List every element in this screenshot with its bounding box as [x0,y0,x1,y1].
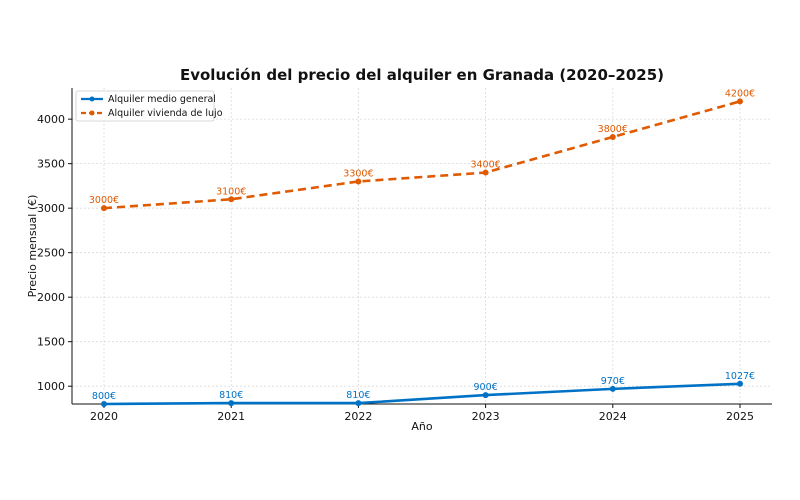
x-tick-label: 2022 [344,410,372,423]
series-alquiler-medio: 800€ 810€ 810€ 900€ 970€ 1027€ [92,371,755,407]
data-point [228,400,235,407]
data-point [355,178,362,185]
data-point [737,98,743,105]
series: 800€ 810€ 810€ 900€ 970€ 1027€ 3000€ 3100€ 3300€… [89,88,755,407]
y-tick-label: 4000 [37,113,65,126]
x-tick-label: 2023 [472,410,500,423]
data-point [482,392,489,399]
data-label: 3000€ [89,195,119,206]
series-line [103,100,741,210]
y-tick-label: 2500 [37,247,65,260]
x-tick-label: 2021 [217,410,245,423]
data-point [101,205,107,212]
data-point [228,196,235,203]
data-point [737,380,743,387]
legend-label-alquiler-lujo: Alquiler vivienda de lujo [108,108,223,119]
data-point [101,401,107,407]
legend: Alquiler medio general Alquiler vivienda… [75,90,223,122]
x-tick-label: 2025 [726,410,754,423]
y-tick-label: 1000 [37,380,65,393]
x-axis-label: Año [411,420,432,433]
series-alquiler-lujo: 3000€ 3100€ 3300€ 3400€ 3800€ 4200€ [89,88,755,212]
tick-labels: 1000 1500 2000 2500 3000 3500 4000 2020 2021 2022… [37,113,754,423]
y-tick-label: 3000 [37,202,65,215]
data-label: 810€ [346,390,370,401]
y-axis-label: Precio mensual (€) [26,195,39,298]
data-label: 3100€ [216,186,246,197]
data-label: 810€ [219,390,243,401]
data-point [609,385,616,392]
axes [71,88,772,405]
x-tick-label: 2020 [90,410,118,423]
legend-label-alquiler-medio: Alquiler medio general [108,94,216,105]
grid [72,88,772,404]
data-label: 3300€ [343,168,373,179]
data-label: 4200€ [725,88,755,99]
data-label: 3800€ [598,124,628,135]
data-label: 900€ [474,382,498,393]
data-label: 800€ [92,391,116,402]
data-label: 1027€ [725,371,755,382]
data-point [609,133,616,140]
y-tick-label: 3500 [37,158,65,171]
legend-marker-alquiler-lujo [89,110,95,116]
y-tick-label: 1500 [37,336,65,349]
x-tick-label: 2024 [599,410,627,423]
data-point [355,400,362,407]
data-label: 970€ [601,376,625,387]
series-line [103,382,741,406]
data-point [482,169,489,176]
y-tick-label: 2000 [37,291,65,304]
chart-title: Evolución del precio del alquiler en Gra… [180,66,664,84]
data-label: 3400€ [470,160,500,171]
legend-box [75,90,215,122]
legend-marker-alquiler-medio [89,96,95,102]
